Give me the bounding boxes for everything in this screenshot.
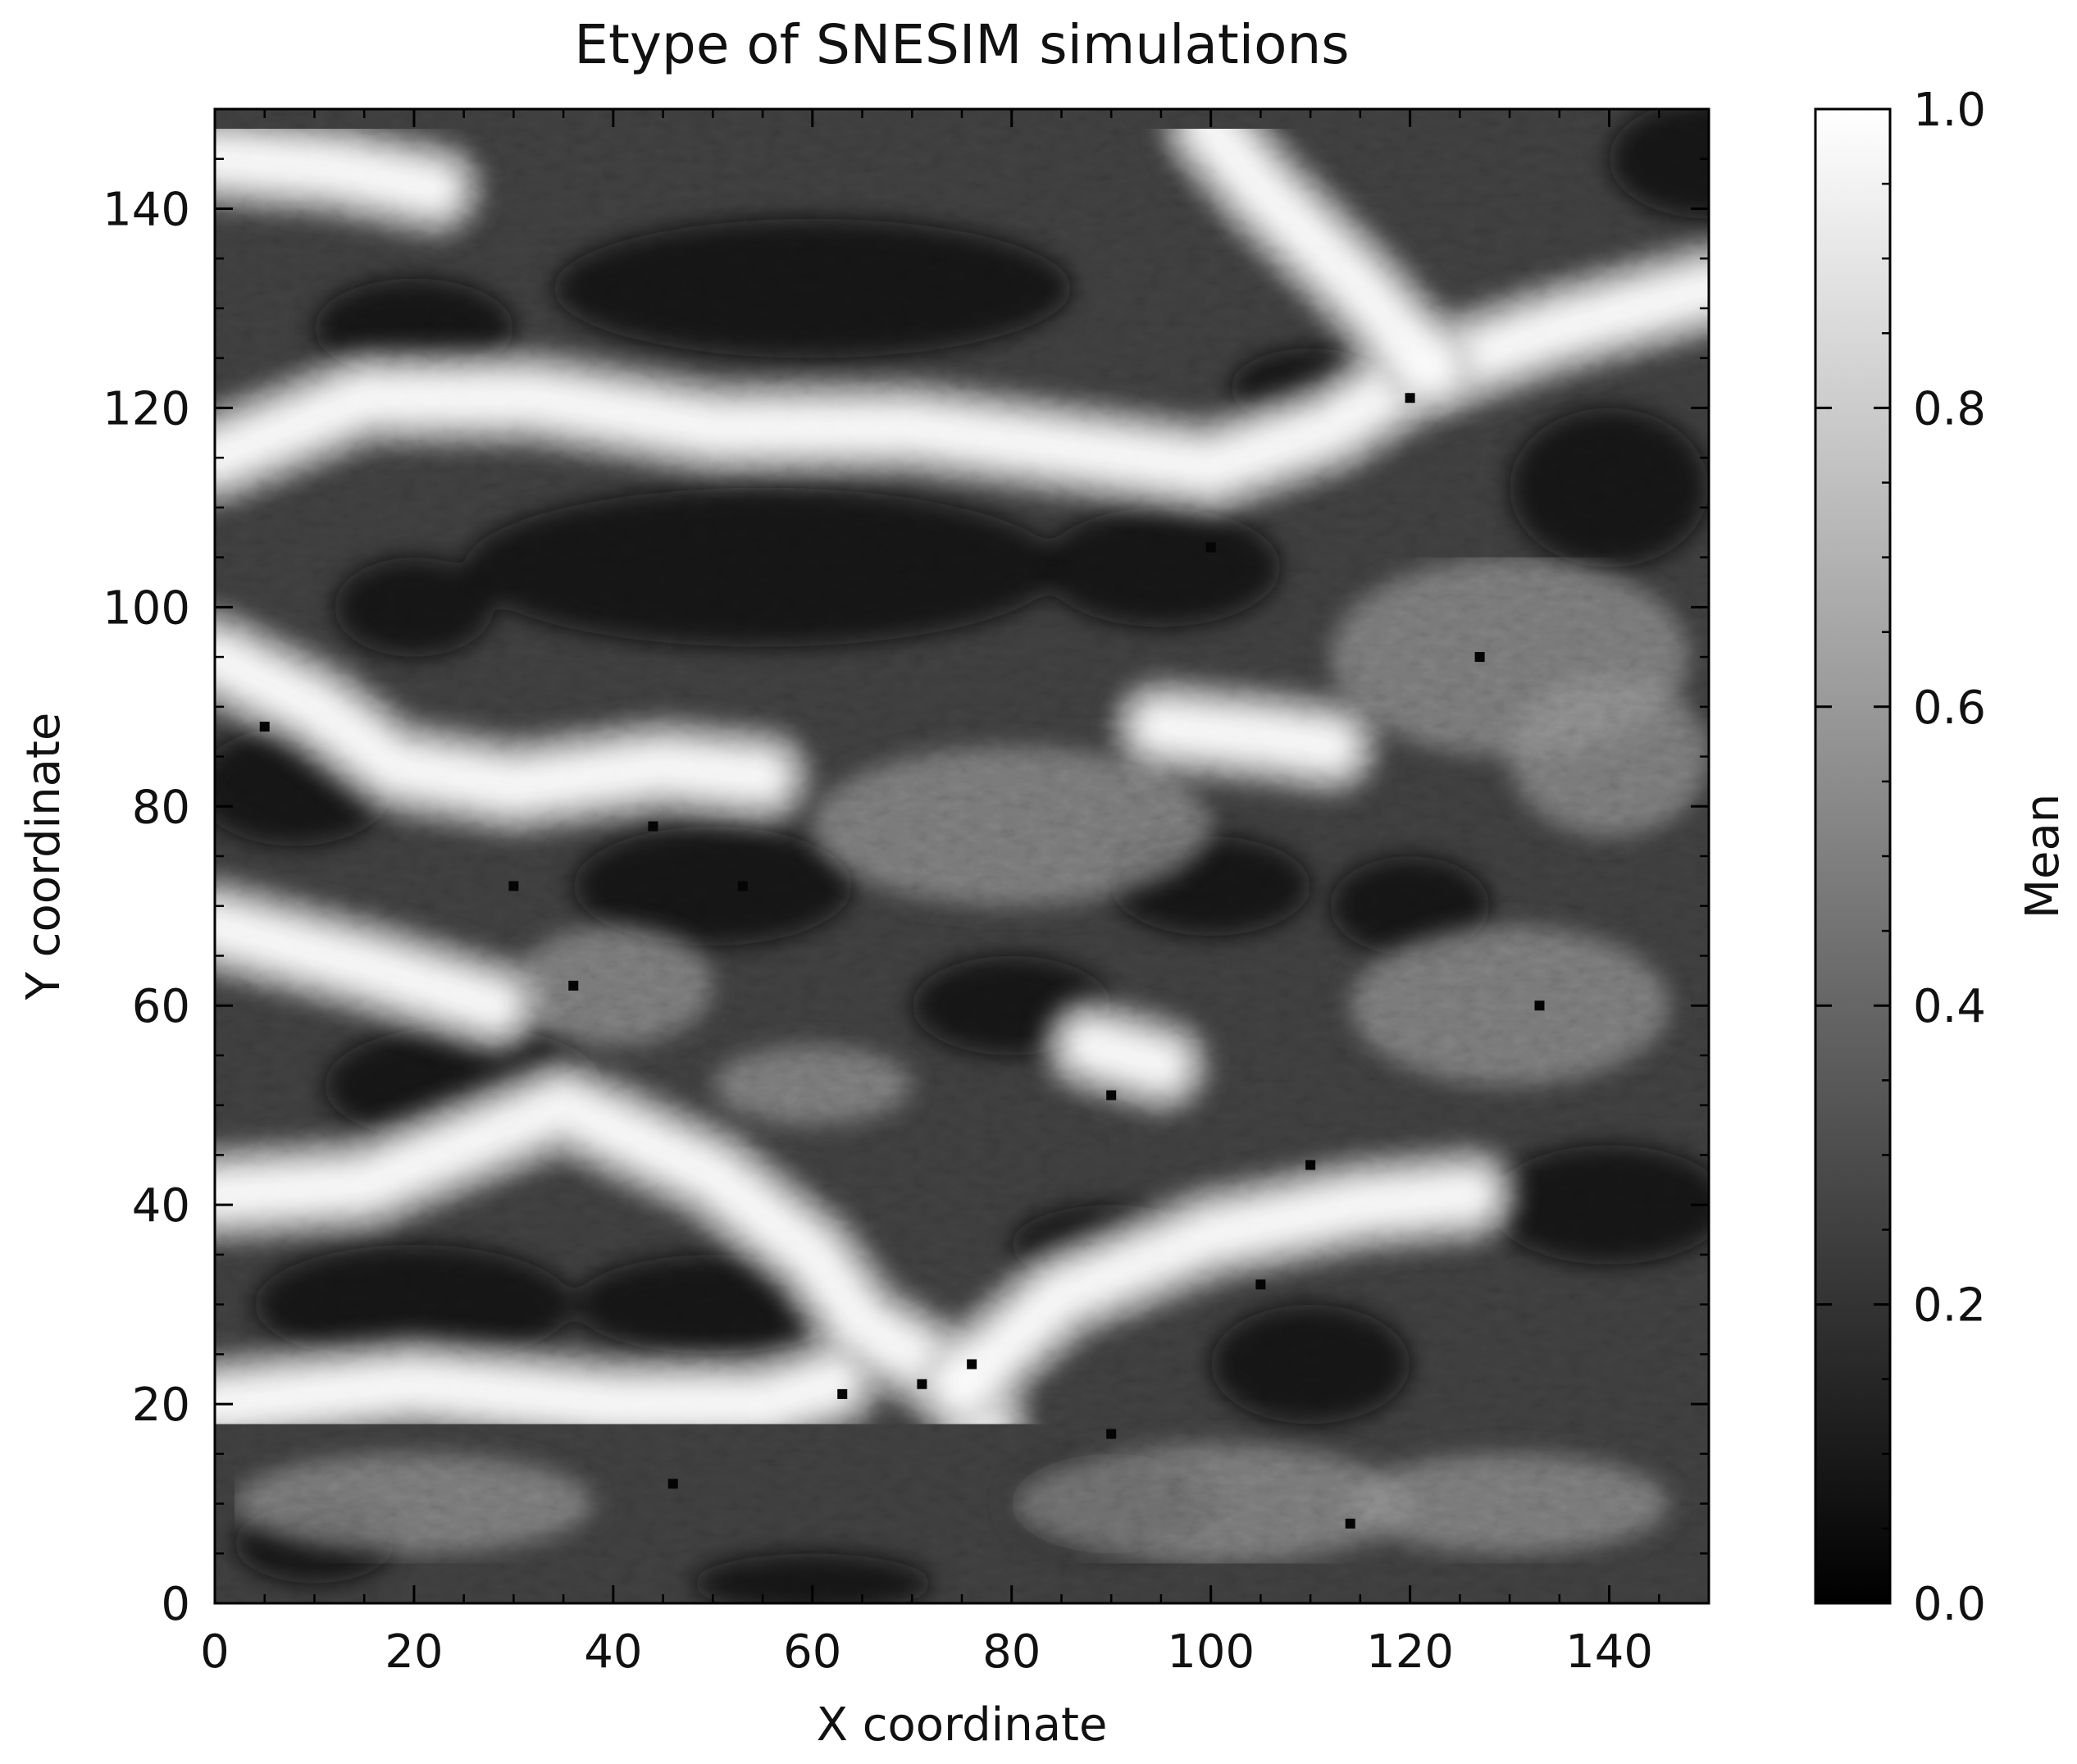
dark-speck [1405,393,1415,403]
colorbar [1814,107,1892,1605]
y-tick-label: 80 [132,781,190,834]
y-tick-label: 100 [102,581,190,635]
x-tick-label: 80 [982,1625,1041,1679]
y-tick-label: 120 [102,382,190,435]
colorbar-tick-label: 0.8 [1913,382,1986,435]
x-tick-label: 60 [783,1625,841,1679]
colorbar-tick-label: 1.0 [1913,84,1986,137]
colorbar-tick-label: 0.6 [1913,681,1986,735]
colorbar-ticks: 0.0 0.2 0.4 0.6 0.8 1.0 [1815,84,1986,1631]
dark-speck [1106,1090,1117,1101]
colorbar-label: Mean [2016,794,2070,919]
dark-speck [1534,1001,1545,1011]
x-tick-label: 120 [1366,1625,1454,1679]
x-axis-ticks: 0 20 40 60 80 100 120 140 [200,109,1710,1679]
heatmap-texture [215,109,1709,1603]
plot-area [215,109,1709,1603]
dark-speck [1255,1279,1266,1290]
y-axis-label: Y coordinate [17,713,71,1001]
dark-speck [737,881,748,891]
x-tick-label: 40 [584,1625,642,1679]
dark-speck [1474,652,1485,663]
dark-speck [568,980,579,991]
heatmap-specks [259,393,1545,1529]
y-tick-label: 0 [161,1578,190,1631]
colorbar-tick-label: 0.4 [1913,980,1986,1033]
dark-speck [648,821,658,832]
dark-speck [1106,1429,1117,1439]
dark-speck [259,722,270,732]
chart-title: Etype of SNESIM simulations [574,13,1349,76]
y-tick-label: 60 [132,980,190,1033]
colorbar-tick-label: 0.0 [1913,1578,1986,1631]
y-tick-label: 20 [132,1379,190,1432]
dark-speck [1345,1518,1355,1529]
y-tick-label: 40 [132,1179,190,1233]
y-axis-ticks: 0 20 40 60 80 100 120 140 [102,107,1709,1631]
x-tick-label: 0 [200,1625,230,1679]
x-tick-label: 140 [1565,1625,1653,1679]
dark-speck [508,881,519,891]
dark-speck [837,1388,848,1399]
x-tick-label: 100 [1167,1625,1255,1679]
x-tick-label: 20 [385,1625,443,1679]
dark-speck [1305,1160,1316,1170]
x-axis-label: X coordinate [817,1698,1108,1752]
dark-speck [667,1479,678,1489]
dark-speck [1205,542,1216,553]
colorbar-tick-label: 0.2 [1913,1279,1986,1333]
dark-speck [917,1379,927,1389]
y-tick-label: 140 [102,183,190,236]
dark-speck [967,1359,977,1370]
